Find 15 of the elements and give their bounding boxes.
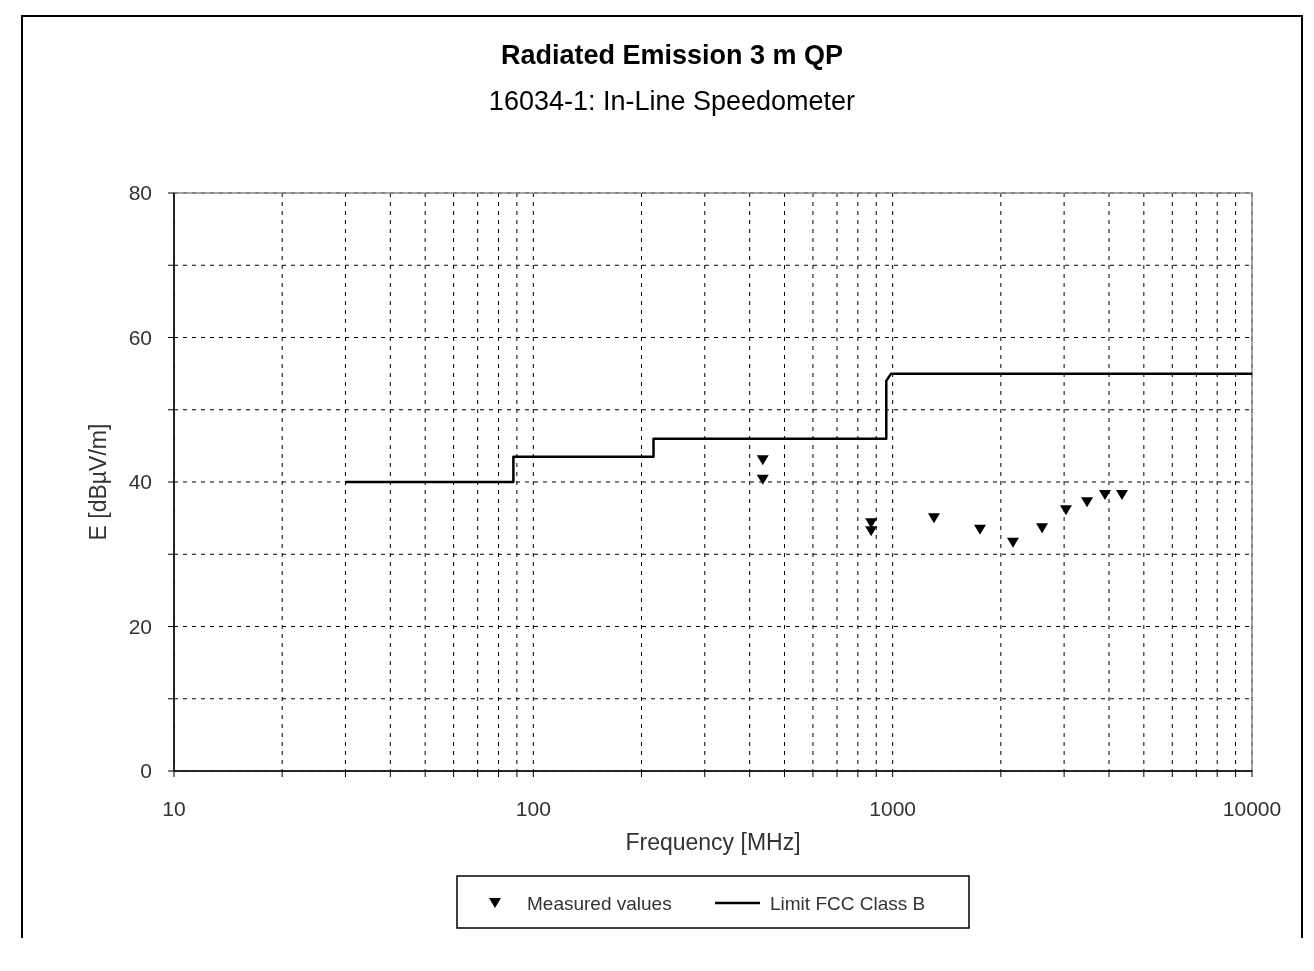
y-axis-title: E [dBµV/m] [85, 423, 111, 541]
y-tick-label: 60 [128, 325, 152, 349]
chart-subtitle: 16034-1: In-Line Speedometer [488, 86, 856, 116]
y-tick-label: 80 [128, 181, 152, 204]
legend-label: Measured values [527, 893, 672, 914]
chart-title: Radiated Emission 3 m QP [500, 40, 844, 70]
y-tick-label: 40 [128, 470, 152, 493]
x-axis-title: Frequency [MHz] [625, 829, 801, 855]
x-tick-label: 100 [515, 797, 551, 820]
y-tick-label: 0 [140, 759, 152, 782]
x-tick-label: 10000 [1222, 797, 1282, 820]
x-tick-label: 1000 [869, 797, 917, 820]
legend-label: Limit FCC Class B [770, 893, 926, 914]
y-tick-label: 20 [128, 614, 152, 638]
x-tick-label: 10 [162, 797, 186, 820]
